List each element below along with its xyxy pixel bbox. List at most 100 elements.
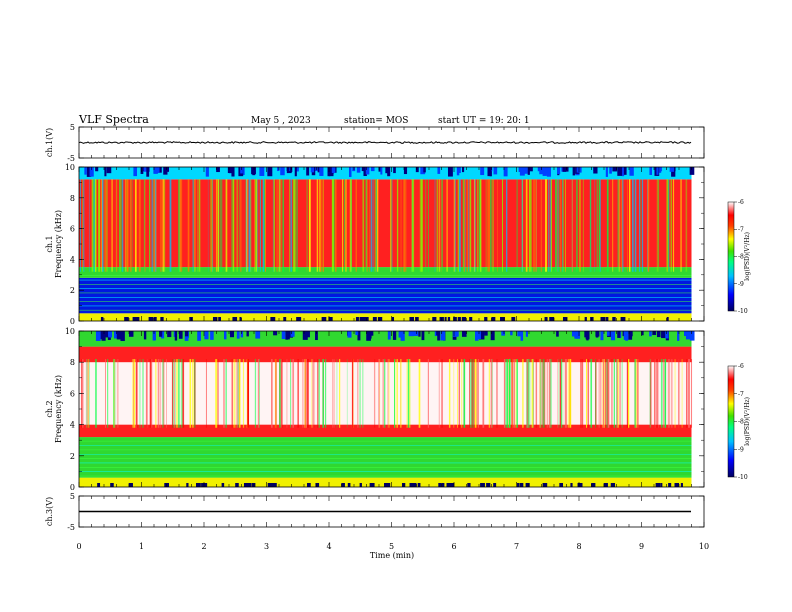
spectrogram-edge [355,317,359,321]
spectrogram-streak [634,359,636,428]
spectrogram-edge [484,331,488,336]
spectrogram-edge [418,331,421,337]
spectrogram-streak [586,359,588,428]
spectrogram-streak [187,179,190,272]
spectrogram-edge [321,317,327,321]
spectrogram-edge [480,483,485,487]
spectrogram-streaks [79,331,695,487]
spectrogram-streak [565,179,566,272]
spectrogram-streak [254,179,256,272]
spectrogram-streak [541,359,543,428]
spectrogram-streak [658,179,659,272]
spectrogram-streak [286,359,288,428]
waveform-trace [78,141,692,144]
spectrogram-streak [279,179,281,272]
spectrogram-edge [205,167,209,177]
spectrogram-streak [474,359,477,428]
spectrogram-edge [106,167,112,174]
spectrogram-edge [603,483,607,487]
spectrogram-edge [347,331,352,338]
spectrogram-edge [334,167,337,173]
spectrogram-streak [166,359,167,428]
spectrogram-edge [453,317,456,321]
spectrogram-streak [237,359,239,428]
spectrogram-streak [121,179,124,272]
spectrogram-edge [674,483,679,487]
spectrogram-streak [139,179,141,272]
spectrogram-streak [180,359,183,428]
spectrogram-edge [259,167,263,176]
spectrogram-edge [491,317,496,321]
x-tick-label: 1 [139,542,144,551]
spectrogram-streak [547,179,549,272]
spectrogram-streak [642,179,644,272]
spectrogram-streak [482,359,485,428]
spectrogram-streak [242,359,245,428]
spectrogram-streak [216,359,218,428]
spectrogram-streak [236,359,238,428]
spectrogram-band [79,277,692,314]
spectrogram-edge [387,167,391,177]
spectrogram-edge [605,483,608,487]
spectrogram-edge [511,317,516,321]
y-tick-label: 8 [70,358,75,367]
spectrogram-edge [593,167,597,172]
x-tick-label: 3 [264,542,269,551]
spectrogram-streak [685,179,688,272]
y-tick-label: -5 [67,154,75,163]
spectrogram-streak [177,359,180,428]
spectrogram-edge [605,317,609,321]
spectrogram-edge [251,167,256,175]
spectrogram-edge [328,317,333,321]
spectrogram-streak [419,179,422,272]
spectrogram-streak [95,359,97,428]
spectrogram-streak [480,179,482,272]
spectrogram-edge [685,331,691,340]
spectrogram-streak [617,179,619,272]
spectrogram-streak [180,179,183,272]
spectrogram-streak [603,359,606,428]
spectrogram-streak [225,179,227,272]
spectrogram-edge [247,483,252,487]
spectrogram-band [79,424,692,438]
spectrogram-streak [332,359,334,428]
spectrogram-streak [469,359,471,428]
spectrogram-edge [86,167,92,177]
spectrogram-edge [153,331,156,341]
spectrogram-streak [688,359,690,428]
spectrogram-streak [670,359,673,428]
spectrogram-streak [412,179,415,272]
spectrogram-streak [239,359,241,428]
spectrogram-streak [290,359,292,428]
spectrogram-edge [415,317,419,321]
spectrogram-streak [264,179,266,272]
spectrogram-streak [539,359,541,428]
spectrogram-streak [543,359,546,428]
spectrogram-edge [273,331,278,336]
spectrogram-streak [207,179,209,272]
spectrogram-streak [150,359,153,428]
spectrogram-streak [640,179,642,272]
spectrogram-edge [341,483,344,487]
x-axis-label: Time (min) [370,551,414,560]
spectrogram-streak [144,179,146,272]
spectrogram-edge [413,483,417,487]
colorbar-tick-label: -9 [738,281,744,288]
spectrogram-streak [405,179,407,272]
spectrogram-edge [549,317,555,321]
spectrogram-streak [638,179,641,272]
colorbar-tick-label: -6 [738,363,744,370]
spectrogram-streak [223,359,225,428]
spectrogram-streak [446,179,448,272]
spectrogram-edge [656,167,659,175]
spectrogram-edge [95,331,101,341]
spectrogram-streak [516,359,518,428]
spectrogram-streak [221,179,223,272]
spectrogram-streak [477,359,479,428]
spectrogram-streak [305,359,307,428]
spectrogram-streak [680,179,682,272]
ch1-spectrogram: -6 -7 -8 -9 -10 log(PSD)(V²/Hz) 0 2 4 6 8 10 ch.1 Fre… [45,163,751,326]
spectrogram-streak [376,179,377,272]
spectrogram-streak [485,179,487,272]
spectrogram-streak [454,179,456,272]
